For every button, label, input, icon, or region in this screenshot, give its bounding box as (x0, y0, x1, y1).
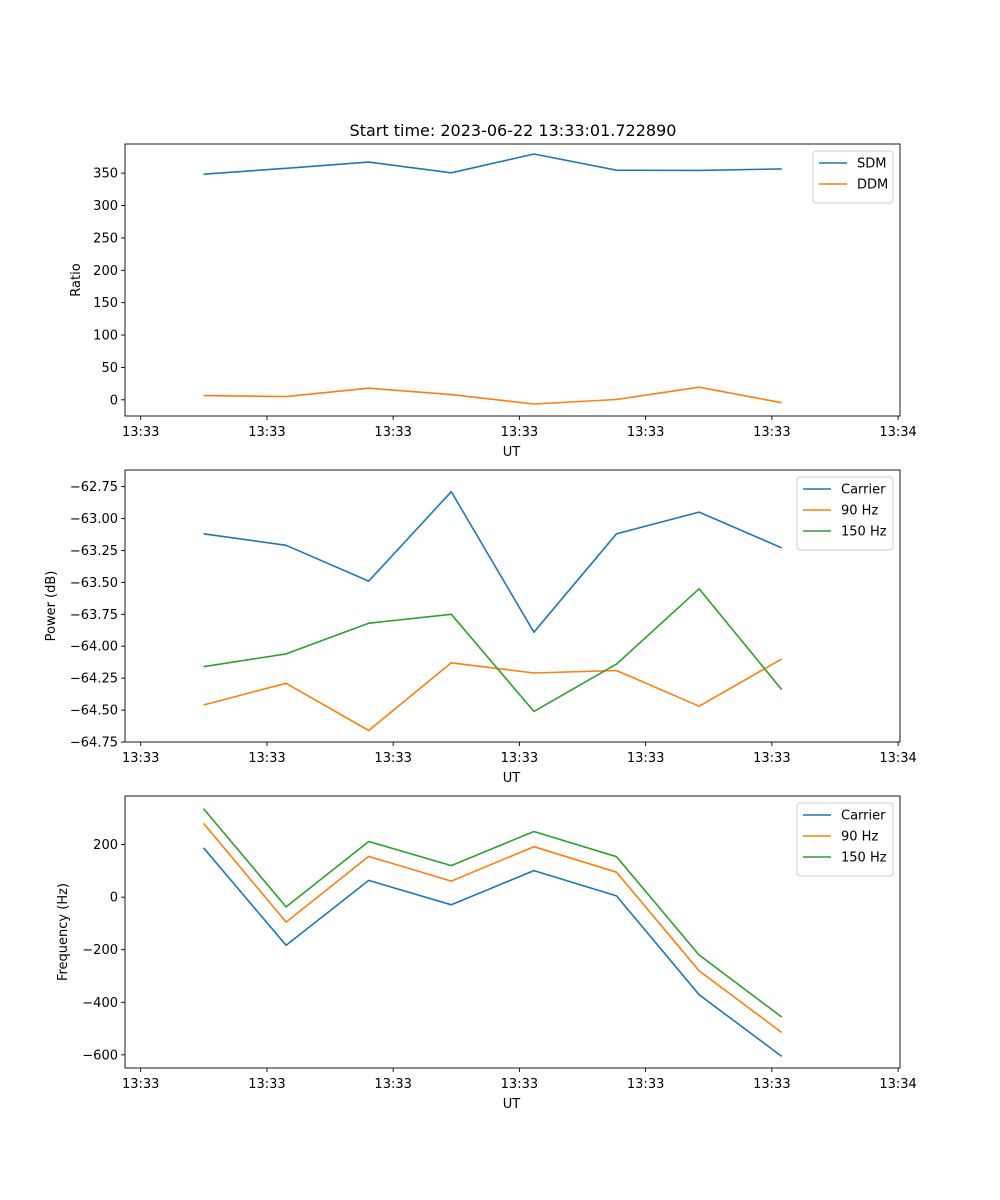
series-line (203, 490, 783, 634)
x-axis-label: UT (503, 1097, 521, 1112)
y-tick-label: 300 (93, 199, 118, 214)
x-tick-label: 13:33 (248, 751, 285, 766)
x-tick-label: 13:33 (501, 425, 538, 440)
x-tick-label: 13:33 (501, 751, 538, 766)
x-tick-label: 13:33 (374, 1077, 411, 1092)
legend-label: 150 Hz (841, 851, 887, 866)
y-tick-label: −63.75 (70, 608, 118, 623)
y-axis-label: Ratio (69, 263, 84, 296)
x-tick-label: 13:33 (122, 1077, 159, 1092)
series-line (202, 822, 783, 1034)
y-tick-label: 200 (93, 264, 118, 279)
x-tick-label: 13:33 (248, 1077, 285, 1092)
y-tick-label: −400 (82, 996, 118, 1011)
frequency-chart: 13:33 13:33 13:33 13:33 13:33 13:33 13:34 UT −60… (56, 795, 917, 1112)
series-line (202, 808, 783, 1018)
y-tick-label: 200 (93, 838, 118, 853)
legend-label: 90 Hz (841, 504, 878, 519)
x-axis-label: UT (503, 771, 521, 786)
figure-title: Start time: 2023-06-22 13:33:01.722890 (350, 121, 677, 140)
x-axis-label: UT (503, 445, 521, 460)
y-tick-label: −63.50 (70, 576, 118, 591)
x-tick-label: 13:33 (753, 425, 790, 440)
series-line (203, 587, 783, 713)
y-tick-label: −64.75 (70, 736, 118, 751)
legend-box (812, 150, 894, 204)
y-tick-label: −600 (82, 1048, 118, 1063)
legend-label: DDM (857, 178, 888, 193)
legend-label: Carrier (841, 483, 886, 498)
x-tick-label: 13:33 (627, 751, 664, 766)
y-tick-label: 0 (110, 891, 118, 906)
legend-label: 150 Hz (841, 525, 887, 540)
x-tick-label: 13:33 (122, 425, 159, 440)
x-tick-label: 13:33 (248, 425, 285, 440)
y-tick-label: 50 (101, 361, 118, 376)
y-axis-label: Frequency (Hz) (56, 883, 71, 981)
legend-label: 90 Hz (841, 830, 878, 845)
y-tick-label: 150 (93, 296, 118, 311)
x-tick-label: 13:34 (879, 1077, 916, 1092)
axes-frame (124, 469, 901, 743)
axes-frame (124, 795, 901, 1069)
y-tick-label: −62.75 (70, 480, 118, 495)
y-tick-label: 350 (93, 167, 118, 182)
series-line (202, 847, 783, 1058)
x-tick-label: 13:33 (501, 1077, 538, 1092)
series-line (203, 386, 782, 405)
y-tick-label: −63.25 (70, 544, 118, 559)
y-tick-label: −64.00 (70, 640, 118, 655)
y-tick-label: −200 (82, 943, 118, 958)
x-tick-label: 13:33 (627, 425, 664, 440)
y-tick-label: −64.50 (70, 704, 118, 719)
series-line (203, 658, 783, 732)
x-tick-label: 13:33 (374, 425, 411, 440)
y-tick-label: 0 (110, 393, 118, 408)
x-tick-label: 13:34 (879, 425, 916, 440)
legend-label: Carrier (841, 809, 886, 824)
x-tick-label: 13:33 (122, 751, 159, 766)
axes-frame (124, 143, 901, 417)
y-axis-label: Power (dB) (44, 571, 59, 642)
legend-label: SDM (857, 157, 886, 172)
x-tick-label: 13:33 (374, 751, 411, 766)
y-tick-label: −64.25 (70, 672, 118, 687)
x-tick-label: 13:33 (627, 1077, 664, 1092)
y-tick-label: 250 (93, 231, 118, 246)
x-tick-label: 13:33 (753, 1077, 790, 1092)
ratio-chart: 13:33 13:33 13:33 13:33 13:33 13:33 13:34 UT 0 50… (69, 143, 917, 460)
power-chart: 13:33 13:33 13:33 13:33 13:33 13:33 13:34 UT −64… (44, 469, 917, 786)
y-tick-label: 100 (93, 329, 118, 344)
x-tick-label: 13:34 (879, 751, 916, 766)
x-tick-label: 13:33 (753, 751, 790, 766)
y-tick-label: −63.00 (70, 512, 118, 527)
series-line (203, 153, 782, 175)
